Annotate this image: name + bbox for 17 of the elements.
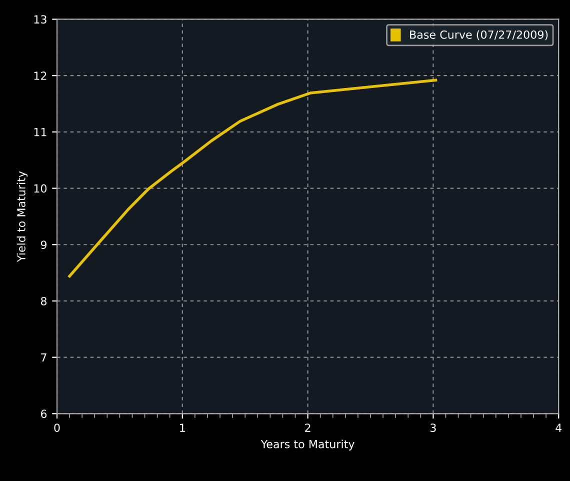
x-axis-title: Years to Maturity <box>260 440 354 450</box>
x-tick-label: 4 <box>556 424 562 432</box>
y-tick-label: 7 <box>41 353 46 362</box>
y-axis-title: Yield to Maturity <box>16 171 28 262</box>
y-tick-label: 13 <box>34 15 46 24</box>
y-tick-label: 9 <box>40 240 46 249</box>
x-tick-label: 1 <box>180 424 185 432</box>
x-tick-label: 2 <box>305 424 310 432</box>
y-tick-label: 12 <box>34 72 46 80</box>
y-tick-label: 10 <box>34 184 47 193</box>
line-series <box>68 78 438 278</box>
legend-label: Base Curve (07/27/2009) <box>410 30 548 40</box>
y-tick-label: 11 <box>34 128 46 136</box>
y-tick-label: 8 <box>40 296 47 306</box>
x-tick-label: 3 <box>430 424 436 432</box>
y-tick-label: 6 <box>40 410 47 418</box>
x-tick-label: 0 <box>54 424 60 432</box>
